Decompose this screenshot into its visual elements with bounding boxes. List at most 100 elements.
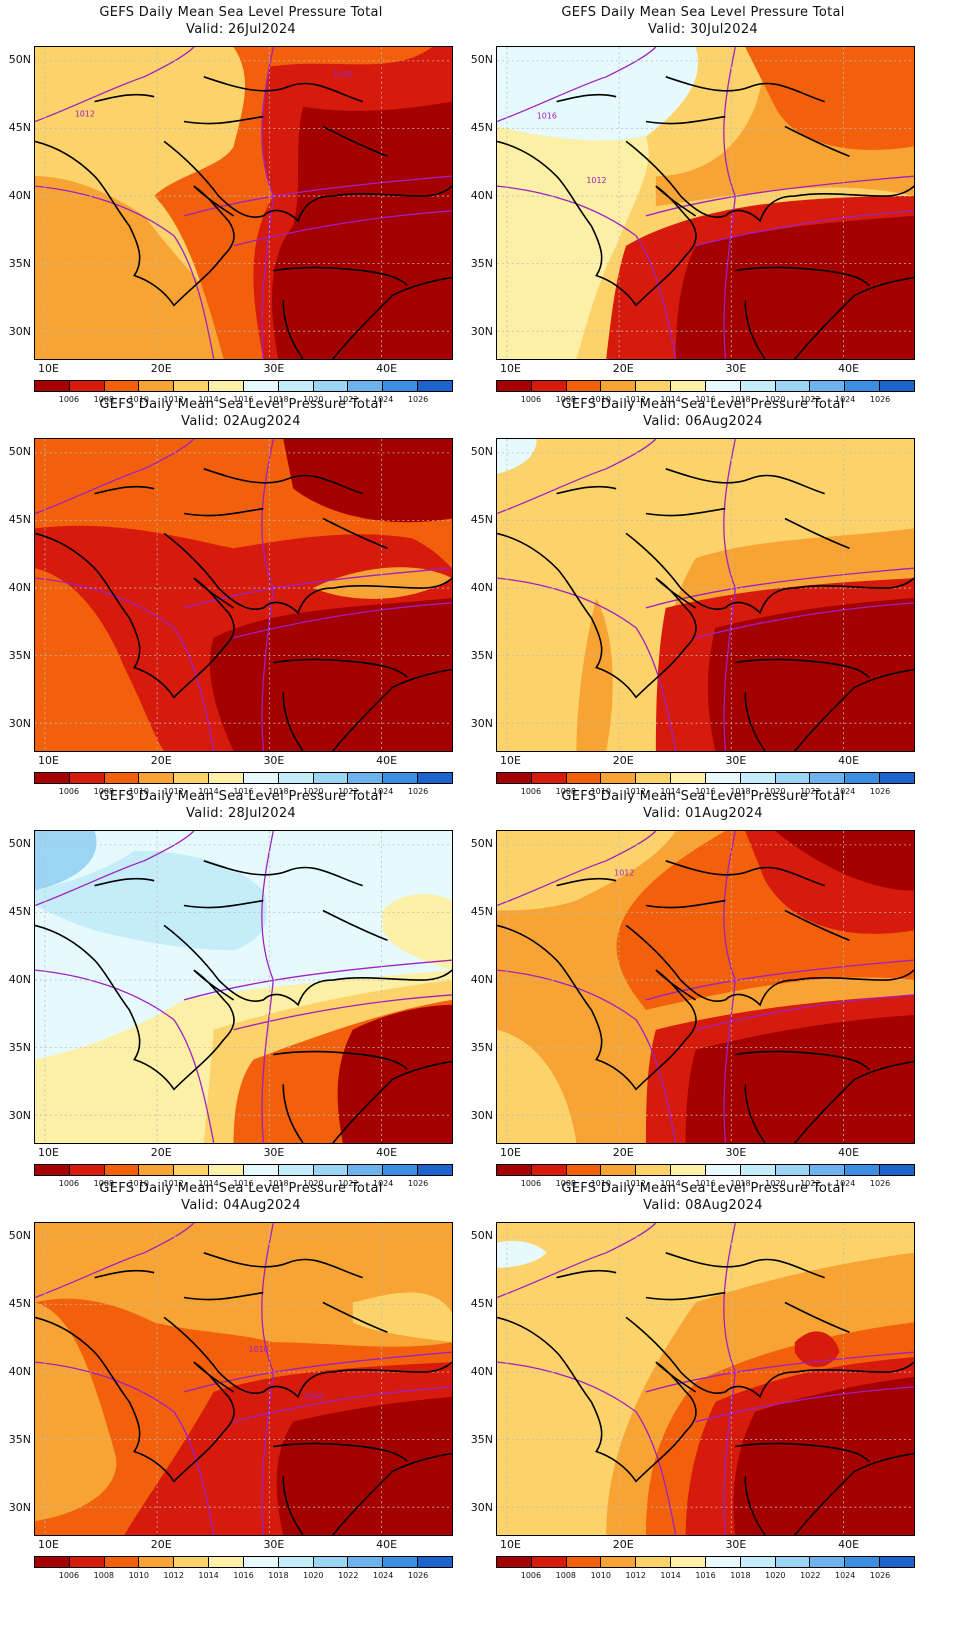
longitude-label: 40E xyxy=(376,754,398,767)
isobar-contour xyxy=(645,1351,914,1393)
contour-label: 1016 xyxy=(537,112,557,121)
pressure-map: 1012 xyxy=(496,830,915,1144)
colorbar-label: 1020 xyxy=(303,395,324,404)
longitude-label: 40E xyxy=(838,362,860,375)
colorbar-swatch xyxy=(348,773,384,783)
isobar-contour xyxy=(645,959,914,1001)
colorbar-swatch xyxy=(174,1165,210,1175)
colorbar-swatch xyxy=(139,1165,175,1175)
colorbar-label: 1010 xyxy=(128,395,149,404)
colorbar-swatch xyxy=(418,1165,452,1175)
longitude-label: 10E xyxy=(37,362,59,375)
colorbar-swatch xyxy=(531,773,567,783)
colorbar-swatch xyxy=(531,1165,567,1175)
colorbar-swatch xyxy=(566,1165,602,1175)
isobar-contour xyxy=(35,439,195,515)
latitude-label: 35N xyxy=(8,1041,31,1054)
latitude-label: 35N xyxy=(470,1433,493,1446)
latitude-label: 45N xyxy=(8,1297,31,1310)
colorbar-swatch xyxy=(174,381,210,391)
colorbar-label: 1012 xyxy=(625,1179,646,1188)
isobar-contour xyxy=(645,175,914,217)
latitude-label: 35N xyxy=(8,1433,31,1446)
latitude-label: 50N xyxy=(470,53,493,66)
pressure-map xyxy=(496,1222,915,1536)
pressure-colorbar xyxy=(34,380,453,392)
colorbar-swatch xyxy=(636,381,672,391)
colorbar-swatch xyxy=(278,381,314,391)
pressure-band xyxy=(35,80,135,142)
colorbar-swatch xyxy=(209,381,244,391)
colorbar-label: 1012 xyxy=(163,787,184,796)
latitude-label: 50N xyxy=(8,1229,31,1242)
colorbar-label: 1006 xyxy=(58,1571,80,1580)
colorbar-swatch xyxy=(601,381,637,391)
colorbar-label: 1008 xyxy=(555,787,577,796)
colorbar-label: 1010 xyxy=(128,1571,149,1580)
pressure-band xyxy=(337,1004,452,1143)
colorbar-swatch xyxy=(880,773,914,783)
pressure-band xyxy=(794,1331,840,1368)
latitude-label: 50N xyxy=(470,445,493,458)
colorbar-swatch xyxy=(69,1165,105,1175)
panel-title: GEFS Daily Mean Sea Level Pressure Total xyxy=(99,789,383,804)
colorbar-label: 1012 xyxy=(625,787,646,796)
colorbar-label: 1026 xyxy=(407,395,429,404)
contour-label: 1010 xyxy=(248,1345,268,1354)
colorbar-label: 1010 xyxy=(590,1571,611,1580)
panel-valid-date: Valid: 08Aug2024 xyxy=(643,1198,763,1213)
longitude-label: 20E xyxy=(612,362,634,375)
colorbar-swatch xyxy=(740,1165,776,1175)
colorbar-swatch xyxy=(531,1557,567,1567)
colorbar-swatch xyxy=(671,381,706,391)
latitude-label: 45N xyxy=(470,513,493,526)
colorbar-label: 1006 xyxy=(520,395,542,404)
coastline xyxy=(497,76,914,359)
colorbar-label: 1016 xyxy=(233,787,254,796)
colorbar-swatch xyxy=(705,1557,741,1567)
longitude-label: 10E xyxy=(37,1146,59,1159)
colorbar-swatch xyxy=(497,381,532,391)
latitude-label: 40N xyxy=(8,973,31,986)
colorbar-label: 1026 xyxy=(869,395,891,404)
colorbar-label: 1014 xyxy=(198,1571,219,1580)
latitude-label: 50N xyxy=(8,837,31,850)
colorbar-swatch xyxy=(209,1557,244,1567)
longitude-label: 20E xyxy=(150,1146,172,1159)
colorbar-swatch xyxy=(35,773,70,783)
colorbar-label: 1006 xyxy=(520,787,542,796)
isobar-contour xyxy=(497,47,657,123)
colorbar-swatch xyxy=(278,1165,314,1175)
pressure-band xyxy=(313,567,452,599)
longitude-label: 40E xyxy=(376,1146,398,1159)
colorbar-label: 1022 xyxy=(800,1179,821,1188)
longitude-label: 40E xyxy=(838,1146,860,1159)
isobar-contour xyxy=(35,1361,215,1535)
latitude-label: 45N xyxy=(470,121,493,134)
colorbar-label: 1022 xyxy=(338,1179,359,1188)
pressure-band xyxy=(497,1029,577,1143)
colorbar-swatch xyxy=(278,773,314,783)
latitude-label: 35N xyxy=(8,649,31,662)
colorbar-label: 1018 xyxy=(730,787,751,796)
colorbar-label: 1018 xyxy=(268,787,289,796)
colorbar-label: 1020 xyxy=(303,787,324,796)
latitude-label: 45N xyxy=(8,121,31,134)
longitude-label: 30E xyxy=(725,362,747,375)
map-panel: GEFS Daily Mean Sea Level Pressure Total… xyxy=(0,784,482,1194)
longitude-label: 30E xyxy=(725,1538,747,1551)
longitude-label: 10E xyxy=(499,362,521,375)
longitude-label: 40E xyxy=(838,754,860,767)
longitude-label: 20E xyxy=(612,1538,634,1551)
latitude-label: 50N xyxy=(8,445,31,458)
isobar-contour xyxy=(233,602,452,639)
colorbar-label: 1010 xyxy=(590,1179,611,1188)
isobar-contour xyxy=(35,185,215,359)
pressure-band xyxy=(497,47,699,141)
colorbar-label: 1022 xyxy=(800,395,821,404)
longitude-label: 40E xyxy=(376,1538,398,1551)
panel-title: GEFS Daily Mean Sea Level Pressure Total xyxy=(99,5,383,20)
pressure-colorbar xyxy=(496,380,915,392)
pressure-map: 1010 1008 xyxy=(34,1222,453,1536)
pressure-map: 1016 1012 xyxy=(496,46,915,360)
